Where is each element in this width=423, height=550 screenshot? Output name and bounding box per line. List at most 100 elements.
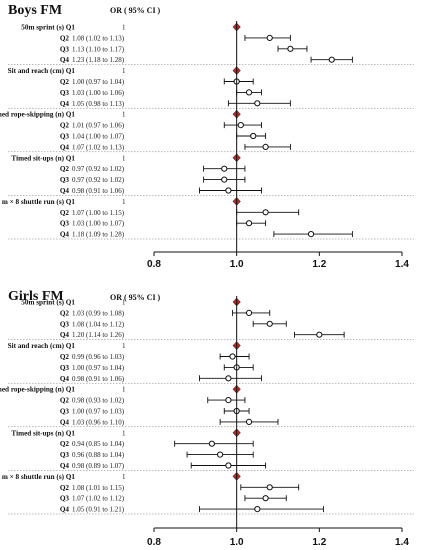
forest-row: Q4 1.03 (0.96 to 1.10): [60, 418, 279, 426]
point-estimate: [287, 45, 294, 52]
point-estimate: [266, 320, 273, 327]
forest-row: Q4 1.23 (1.18 to 1.28): [60, 56, 353, 64]
forest-row: 50 m × 8 shuttle run (s) Q1 1: [0, 472, 241, 481]
point-estimate: [245, 220, 253, 227]
forest-row: Q2 0.94 (0.85 to 1.04): [60, 440, 254, 448]
ci-text: 1.07 (1.02 to 1.12): [72, 495, 125, 503]
quartile-label: Q2: [60, 78, 70, 86]
ci-text: 0.97 (0.92 to 1.02): [72, 165, 125, 173]
ci-text: 1.08 (1.04 to 1.12): [72, 320, 125, 328]
x-tick-label: 1.4: [395, 259, 409, 270]
ci-text: 1.08 (1.02 to 1.13): [72, 34, 125, 42]
ci-text: 0.98 (0.89 to 1.07): [72, 462, 125, 470]
group-label: Timed sit-ups (n) Q1: [11, 429, 75, 437]
forest-row: Q3 1.08 (1.04 to 1.12): [60, 320, 287, 328]
forest-panel-girls: Girls FM OR ( 95% CI ) 50m sprint (s) Q1 1 Q…: [0, 289, 414, 548]
forest-row: Q4 0.98 (0.91 to 1.06): [60, 187, 262, 195]
quartile-label: Q4: [60, 331, 70, 339]
panel-title: Girls FM: [8, 289, 64, 304]
point-estimate: [221, 165, 228, 172]
point-estimate: [225, 462, 232, 469]
forest-row: Timed rope-skipping (n) Q1 1: [0, 384, 241, 394]
point-estimate: [250, 132, 257, 140]
point-estimate: [266, 34, 273, 42]
quartile-label: Q3: [60, 45, 70, 53]
group-label: 50m sprint (s) Q1: [21, 24, 75, 32]
forest-row: Q4 1.07 (1.02 to 1.13): [60, 143, 291, 151]
quartile-label: Q2: [60, 165, 70, 173]
ci-text: 1.01 (0.97 to 1.06): [72, 122, 125, 130]
ci-text: 1.00 (0.97 to 1.04): [72, 364, 125, 372]
quartile-label: Q3: [60, 176, 70, 184]
ci-text: 1: [122, 342, 126, 350]
x-tick-label: 1.2: [312, 537, 326, 548]
forest-row: Timed sit-ups (n) Q1 1: [11, 428, 241, 437]
quartile-label: Q2: [60, 209, 70, 217]
ci-text: 0.98 (0.91 to 1.06): [72, 375, 125, 383]
ci-text: 1: [122, 198, 126, 206]
ci-text: 1.20 (1.14 to 1.26): [72, 331, 125, 339]
forest-row: Q4 0.98 (0.91 to 1.06): [60, 375, 262, 383]
forest-row: Q2 0.98 (0.93 to 1.02): [60, 397, 246, 405]
quartile-label: Q3: [60, 320, 70, 328]
panel-title: Boys FM: [8, 3, 62, 18]
point-estimate: [245, 89, 253, 96]
ci-text: 1: [122, 111, 126, 119]
quartile-label: Q4: [60, 418, 70, 426]
quartile-label: Q4: [60, 56, 70, 64]
quartile-label: Q2: [60, 397, 70, 405]
ci-text: 0.97 (0.92 to 1.02): [72, 176, 125, 184]
ci-text: 1: [122, 429, 126, 437]
ci-text: 1.03 (0.96 to 1.10): [72, 418, 125, 426]
forest-row: Q2 1.07 (1.00 to 1.15): [60, 209, 300, 217]
ci-text: 1.05 (0.98 to 1.13): [72, 100, 125, 108]
ci-text: 1: [122, 67, 126, 75]
point-estimate: [307, 231, 315, 238]
forest-row: Q4 1.05 (0.91 to 1.21): [60, 506, 324, 514]
ci-text: 0.98 (0.93 to 1.02): [72, 397, 125, 405]
x-tick-label: 1.0: [230, 537, 244, 548]
quartile-label: Q4: [60, 506, 70, 514]
quartile-label: Q4: [60, 187, 70, 195]
x-tick-label: 1.2: [312, 259, 326, 270]
group-label: Sit and reach (cm) Q1: [8, 342, 76, 350]
ci-text: 1.03 (0.99 to 1.08): [72, 309, 125, 317]
quartile-label: Q2: [60, 440, 70, 448]
point-estimate: [225, 397, 232, 404]
quartile-label: Q3: [60, 220, 70, 228]
forest-row: Timed rope-skipping (n) Q1 1: [0, 109, 241, 119]
x-tick-label: 0.8: [147, 259, 161, 270]
forest-row: Timed sit-ups (n) Q1 1: [11, 153, 241, 162]
quartile-label: Q2: [60, 309, 70, 317]
forest-row: Q4 1.20 (1.14 to 1.26): [60, 331, 345, 339]
forest-row: Sit and reach (cm) Q1 1: [8, 66, 241, 75]
ci-text: 1.08 (1.01 to 1.15): [72, 484, 125, 492]
forest-row: Q2 1.08 (1.01 to 1.15): [60, 484, 300, 492]
quartile-label: Q2: [60, 34, 70, 42]
forest-row: Q3 1.00 (0.97 to 1.03): [60, 408, 250, 416]
ci-text: 1: [122, 24, 126, 32]
ci-text: 1.04 (1.00 to 1.07): [72, 133, 125, 141]
column-header: OR ( 95% CI ): [110, 293, 161, 302]
forest-row: 50m sprint (s) Q1 1: [21, 22, 241, 32]
forest-row: Q3 1.00 (0.97 to 1.04): [60, 364, 254, 372]
ci-text: 1.03 (1.00 to 1.07): [72, 220, 125, 228]
ci-text: 1: [122, 299, 126, 307]
point-estimate: [221, 176, 228, 183]
forest-row: Q3 1.04 (1.00 to 1.07): [60, 132, 267, 141]
point-estimate: [208, 440, 215, 447]
quartile-label: Q4: [60, 100, 70, 108]
point-estimate: [254, 506, 261, 513]
ci-text: 1.03 (1.00 to 1.06): [72, 89, 125, 97]
point-estimate: [245, 309, 253, 316]
quartile-label: Q4: [60, 375, 70, 383]
point-estimate: [229, 353, 236, 360]
ci-text: 1.13 (1.10 to 1.17): [72, 45, 125, 53]
column-header: OR ( 95% CI ): [110, 6, 161, 15]
quartile-label: Q4: [60, 231, 70, 239]
forest-panel-boys: Boys FM OR ( 95% CI ) 50m sprint (s) Q1 1 Q2…: [0, 3, 414, 270]
point-estimate: [254, 100, 261, 107]
ci-text: 1: [122, 386, 126, 394]
group-label: Sit and reach (cm) Q1: [8, 67, 76, 75]
quartile-label: Q3: [60, 133, 70, 141]
